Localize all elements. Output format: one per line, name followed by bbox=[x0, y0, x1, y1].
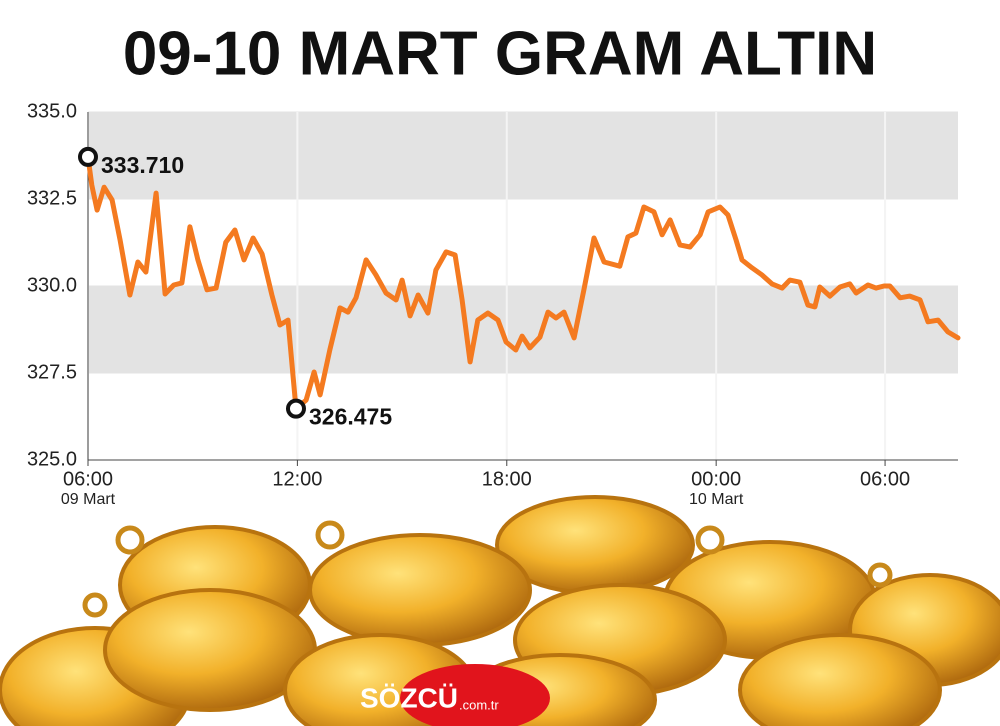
grid-band bbox=[88, 286, 958, 373]
logo: SÖZCÜ .com.tr bbox=[360, 664, 550, 726]
logo-badge bbox=[400, 664, 550, 726]
x-tick-label: 06:00 bbox=[63, 468, 113, 490]
logo-domain: .com.tr bbox=[459, 697, 499, 712]
chart-title: 09-10 MART GRAM ALTIN bbox=[123, 19, 877, 88]
annotation-marker bbox=[285, 398, 306, 419]
x-tick-date: 10 Mart bbox=[689, 491, 744, 508]
price-line bbox=[85, 154, 961, 412]
grid-band bbox=[88, 112, 958, 199]
x-tick-label: 18:00 bbox=[482, 468, 532, 490]
x-tick-label: 12:00 bbox=[272, 468, 322, 490]
x-tick-label: 00:00 bbox=[691, 468, 741, 490]
annotation-marker bbox=[78, 146, 98, 167]
y-tick-label: 330.0 bbox=[27, 274, 77, 296]
y-tick-label: 332.5 bbox=[27, 187, 77, 209]
y-tick-label: 325.0 bbox=[27, 448, 77, 470]
x-tick-label: 06:00 bbox=[860, 468, 910, 490]
annotation-label: 333.710 bbox=[101, 152, 184, 178]
annotation-label: 326.475 bbox=[309, 404, 392, 430]
y-tick-label: 327.5 bbox=[27, 361, 77, 383]
x-tick-date: 09 Mart bbox=[61, 491, 116, 508]
logo-name: SÖZCÜ bbox=[360, 682, 458, 713]
y-tick-label: 335.0 bbox=[27, 100, 77, 122]
